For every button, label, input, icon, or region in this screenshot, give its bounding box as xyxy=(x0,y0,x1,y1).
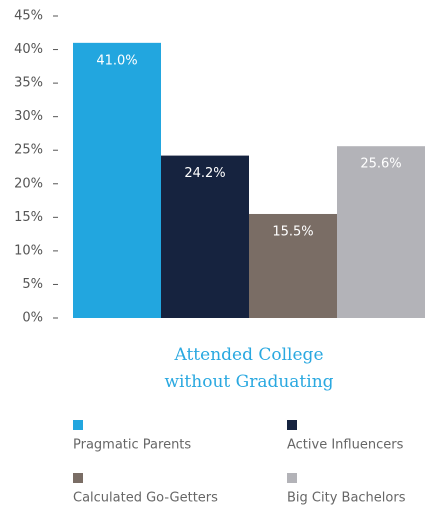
legend-swatch xyxy=(73,473,83,483)
value-label: 24.2% xyxy=(184,166,225,181)
bar xyxy=(161,155,249,318)
value-label: 41.0% xyxy=(96,53,137,68)
y-tick-label: 5% xyxy=(22,277,43,292)
y-tick-label: 10% xyxy=(14,243,43,258)
legend-label: Big City Bachelors xyxy=(287,491,406,506)
y-tick-label: 0% xyxy=(22,311,43,326)
y-tick-label: 15% xyxy=(14,210,43,225)
y-tick-label: 20% xyxy=(14,176,43,191)
legend-swatch xyxy=(73,420,83,430)
legend-label: Active Influencers xyxy=(287,438,404,453)
y-tick-label: 45% xyxy=(14,9,43,24)
legend-label: Pragmatic Parents xyxy=(73,438,191,453)
value-label: 25.6% xyxy=(360,157,401,172)
bar xyxy=(249,213,337,318)
x-category-label: Attended College without Graduating xyxy=(164,345,333,392)
legend-swatch xyxy=(287,420,297,430)
legend-label: Calculated Go-Getters xyxy=(73,491,218,506)
value-label: 15.5% xyxy=(272,224,313,239)
bar xyxy=(337,146,425,318)
y-tick-label: 30% xyxy=(14,109,43,124)
bar xyxy=(73,42,161,318)
y-tick-label: 40% xyxy=(14,42,43,57)
legend-swatch xyxy=(287,473,297,483)
y-tick-label: 35% xyxy=(14,76,43,91)
y-tick-label: 25% xyxy=(14,143,43,158)
